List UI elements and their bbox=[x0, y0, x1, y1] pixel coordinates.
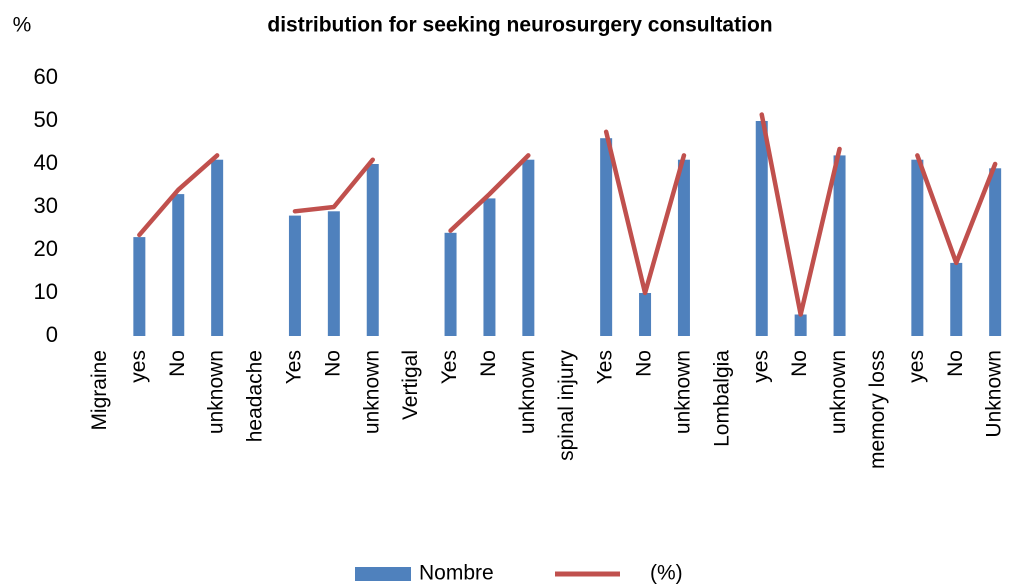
bar bbox=[639, 293, 652, 336]
y-axis-label: % bbox=[13, 14, 32, 37]
x-tick-label: Migraine bbox=[88, 350, 111, 431]
bar bbox=[600, 138, 613, 336]
x-tick-label: yes bbox=[127, 350, 150, 383]
x-tick-label: memory loss bbox=[866, 350, 889, 469]
y-tick-label: 60 bbox=[34, 64, 58, 89]
chart-title: distribution for seeking neurosurgery co… bbox=[267, 14, 772, 37]
y-tick-label: 0 bbox=[46, 322, 58, 347]
bar bbox=[755, 121, 768, 336]
bar bbox=[911, 159, 924, 336]
x-tick-label: spinal injury bbox=[555, 350, 578, 461]
legend-swatch bbox=[355, 567, 411, 581]
bar bbox=[288, 215, 301, 336]
line bbox=[137, 112, 998, 317]
x-tick-label: unknown bbox=[671, 350, 694, 434]
bar bbox=[677, 159, 690, 336]
x-tick-label: yes bbox=[905, 350, 928, 383]
bar bbox=[989, 168, 1002, 336]
y-tick-label: 50 bbox=[34, 107, 58, 132]
x-tick-label: Yes bbox=[594, 350, 617, 384]
x-tick-label: No bbox=[477, 350, 500, 377]
x-tick-label: unknown bbox=[827, 350, 850, 434]
x-tick-label: yes bbox=[749, 350, 772, 383]
bar bbox=[172, 194, 185, 336]
x-tick-label: Vertigal bbox=[399, 350, 422, 420]
bar bbox=[327, 211, 340, 336]
bar bbox=[950, 262, 963, 336]
x-tick-label: unknown bbox=[360, 350, 383, 434]
y-tick-label: 10 bbox=[34, 279, 58, 304]
bar bbox=[211, 159, 224, 336]
x-tick-label: Lombalgia bbox=[710, 350, 733, 447]
bar bbox=[483, 198, 496, 336]
y-tick-label: 40 bbox=[34, 150, 58, 175]
x-tick-label: No bbox=[788, 350, 811, 377]
x-tick-label: No bbox=[944, 350, 967, 377]
x-tick-label: Yes bbox=[438, 350, 461, 384]
x-tick-label: No bbox=[633, 350, 656, 377]
legend-label: (%) bbox=[650, 562, 683, 585]
x-tick-label: unknown bbox=[205, 350, 228, 434]
bar bbox=[133, 237, 146, 336]
y-tick-label: 20 bbox=[34, 236, 58, 261]
bar bbox=[794, 314, 807, 336]
x-tick-label: headache bbox=[244, 350, 267, 442]
x-tick-label: unknown bbox=[516, 350, 539, 434]
legend-label: Nombre bbox=[419, 562, 494, 585]
x-tick-label: No bbox=[166, 350, 189, 377]
y-tick-label: 30 bbox=[34, 193, 58, 218]
x-tick-label: Unknown bbox=[983, 350, 1006, 438]
bar bbox=[522, 159, 535, 336]
x-tick-label: No bbox=[321, 350, 344, 377]
bar bbox=[366, 164, 379, 336]
bar bbox=[444, 232, 457, 336]
x-tick-label: Yes bbox=[282, 350, 305, 384]
bar bbox=[833, 155, 846, 336]
